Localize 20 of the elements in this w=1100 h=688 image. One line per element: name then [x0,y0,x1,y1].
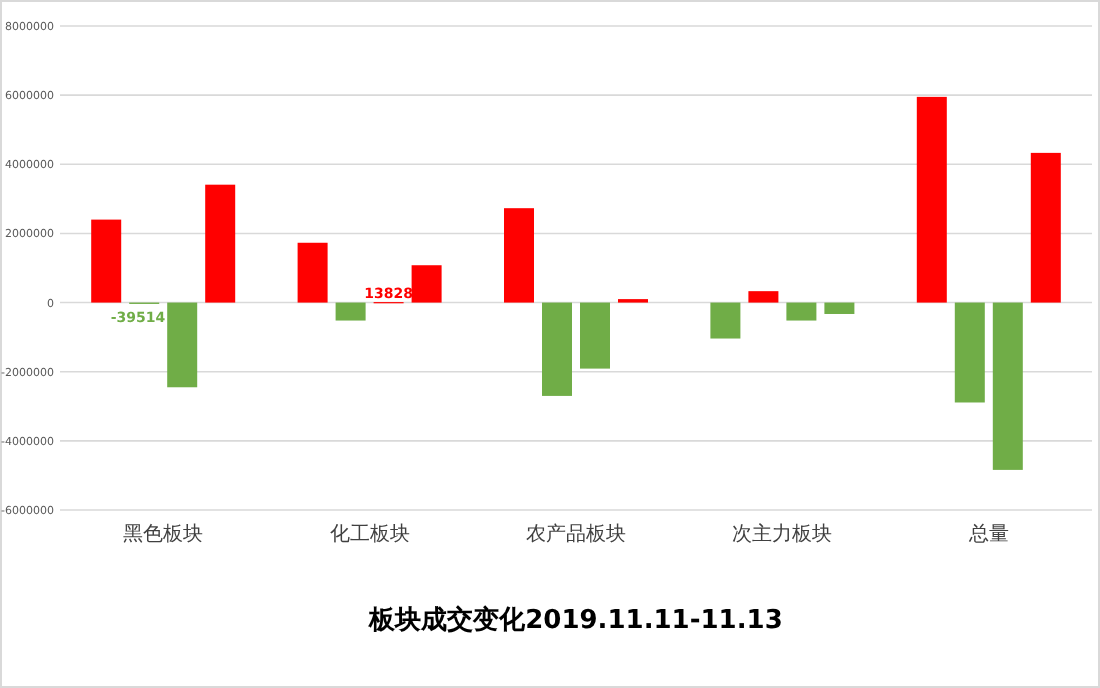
bar [205,184,236,303]
bar [167,302,198,388]
text: 板块成交变化2019.11.11-11.13 [367,604,783,636]
bar [411,265,442,303]
x-tick-label: 次主力板块 [732,522,833,546]
bar [580,302,610,369]
bar [91,219,122,303]
x-tick-label: 农产品板块 [526,522,626,546]
bar [504,208,534,303]
x-tick-label: 黑色板块 [123,522,204,546]
bar [297,242,328,303]
bar [542,302,572,396]
bar [954,302,985,403]
x-tick-label: 化工板块 [329,522,410,546]
x-tick-label: 总量 [966,522,1009,546]
bar [916,96,947,303]
bar [335,302,366,321]
bar [1030,152,1061,303]
bar [786,302,817,321]
bar [992,302,1023,470]
